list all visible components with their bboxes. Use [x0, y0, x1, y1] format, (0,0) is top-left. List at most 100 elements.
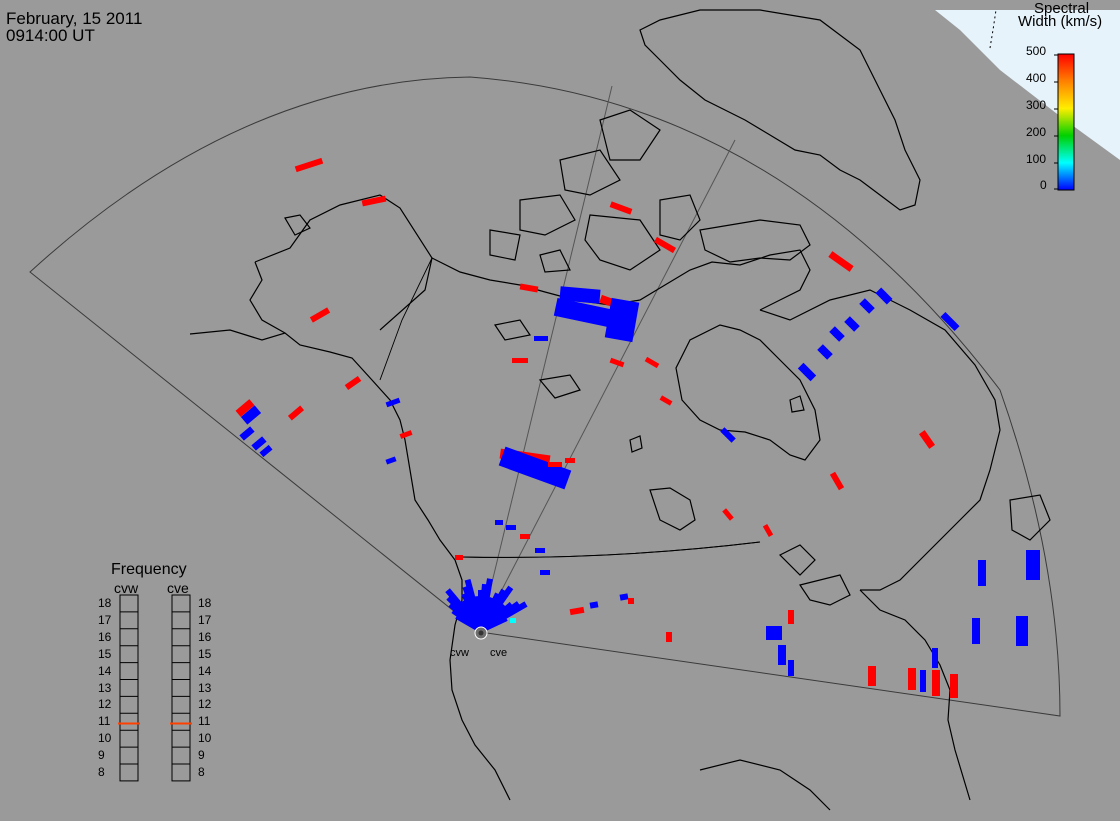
frequency-level-label-right: 11 [198, 714, 211, 729]
scatter-echo [399, 430, 413, 439]
scatter-echo [259, 444, 273, 458]
fov-beam-center-west [479, 85, 613, 633]
colorbar-title-line1: Spectral [1034, 0, 1090, 17]
scatter-echo [797, 362, 817, 382]
scatter-echo [385, 456, 397, 465]
scatter-echo [609, 201, 633, 215]
scatter-echo [940, 311, 960, 332]
scatter-echo [309, 307, 331, 323]
scatter-echo [235, 399, 255, 417]
scatter-echo [828, 251, 854, 272]
scatter-echoes [235, 157, 1040, 698]
fov-outline [29, 76, 1061, 717]
scatter-echo [287, 405, 305, 421]
time-label: 0914:00 UT [6, 26, 95, 45]
date-label: February, 15 2011 [6, 9, 143, 28]
scatter-echo [510, 618, 516, 623]
frequency-level-label-left: 12 [98, 697, 112, 712]
frequency-level-label-left: 9 [98, 748, 105, 763]
scatter-echo [920, 670, 926, 692]
scatter-echo [495, 520, 503, 525]
scatter-echo [479, 615, 508, 633]
scatter-echo [908, 668, 916, 690]
frequency-title: Frequency [111, 561, 187, 578]
frequency-level-label-right: 8 [198, 765, 205, 779]
fov-beam-center-east [479, 139, 736, 633]
scatter-echo [950, 674, 958, 698]
scatter-echo [932, 648, 938, 668]
scatter-echo [559, 286, 601, 304]
scatter-echo [720, 427, 736, 443]
scatter-echo [762, 524, 774, 537]
scatter-echo [932, 670, 940, 696]
scatter-echo [240, 405, 262, 425]
scatter-echo [788, 610, 794, 624]
scatter-echo [666, 632, 672, 642]
scatter-echo [766, 626, 782, 640]
frequency-level-label-left: 13 [98, 680, 112, 695]
scatter-echo [534, 336, 548, 341]
scatter-echo [519, 283, 539, 293]
scatter-echo [361, 195, 387, 207]
borders [379, 257, 761, 558]
frequency-level-label-right: 18 [198, 596, 212, 610]
scatter-echo [829, 471, 845, 491]
scatter-echo [644, 356, 660, 369]
scatter-echo [1016, 616, 1028, 646]
frequency-level-label-right: 10 [198, 731, 212, 746]
scatter-echo [506, 525, 516, 530]
frequency-level-label-left: 10 [98, 731, 112, 746]
scatter-echo [512, 358, 528, 363]
scatter-echo [553, 297, 617, 329]
frequency-column-cvw [119, 594, 139, 782]
scatter-echo [535, 548, 545, 553]
colorbar-tick-label: 400 [1026, 71, 1047, 85]
scatter-echo [817, 344, 833, 360]
scatter-echo [788, 660, 794, 676]
frequency-level-label-right: 14 [198, 663, 212, 678]
frequency-level-label-left: 17 [98, 612, 112, 627]
scatter-echo [239, 426, 255, 441]
scatter-echo [609, 357, 625, 368]
scatter-echo [520, 534, 530, 539]
frequency-level-label-right: 16 [198, 629, 212, 644]
frequency-level-label-right: 12 [198, 697, 212, 712]
scatter-echo [722, 508, 734, 521]
colorbar-tick-label: 300 [1026, 98, 1047, 112]
colorbar-tick-label: 100 [1026, 152, 1047, 166]
scatter-echo [972, 618, 980, 644]
scatter-echo [918, 430, 936, 449]
colorbar-ticks [1054, 54, 1058, 190]
scatter-echo [569, 606, 585, 616]
coastlines [189, 9, 1051, 811]
scatter-echo [1026, 550, 1040, 580]
frequency-level-label-left: 15 [98, 646, 112, 661]
frequency-level-label-right: 13 [198, 680, 212, 695]
radar-label-cve: cve [490, 647, 508, 659]
colorbar-tick-label: 500 [1026, 44, 1047, 58]
scatter-echo [540, 570, 550, 575]
scatter-echo [344, 375, 362, 391]
scatter-echo [565, 458, 575, 463]
colorbar-tick-label: 0 [1040, 178, 1047, 192]
scatter-echo [455, 555, 463, 560]
scatter-echo [498, 446, 572, 490]
scatter-echo [628, 598, 634, 604]
scatter-echo [589, 601, 599, 609]
colorbar-title-line2: Width (km/s) [1018, 13, 1103, 30]
frequency-level-label-left: 8 [98, 765, 105, 779]
scatter-echo [385, 397, 401, 408]
scatter-echo [604, 297, 640, 343]
frequency-level-label-left: 18 [98, 596, 112, 610]
scatter-echo [868, 666, 876, 686]
frequency-column-cve [171, 594, 191, 782]
frequency-column-label-cvw: cvw [114, 580, 139, 596]
scatter-echo [659, 395, 673, 406]
terminator-line [989, 9, 997, 49]
radar-label-cvw: cvw [450, 647, 469, 659]
colorbar [1057, 53, 1075, 191]
scatter-echo [844, 316, 860, 332]
scatter-echo [294, 157, 324, 173]
scatter-echo [653, 236, 677, 254]
